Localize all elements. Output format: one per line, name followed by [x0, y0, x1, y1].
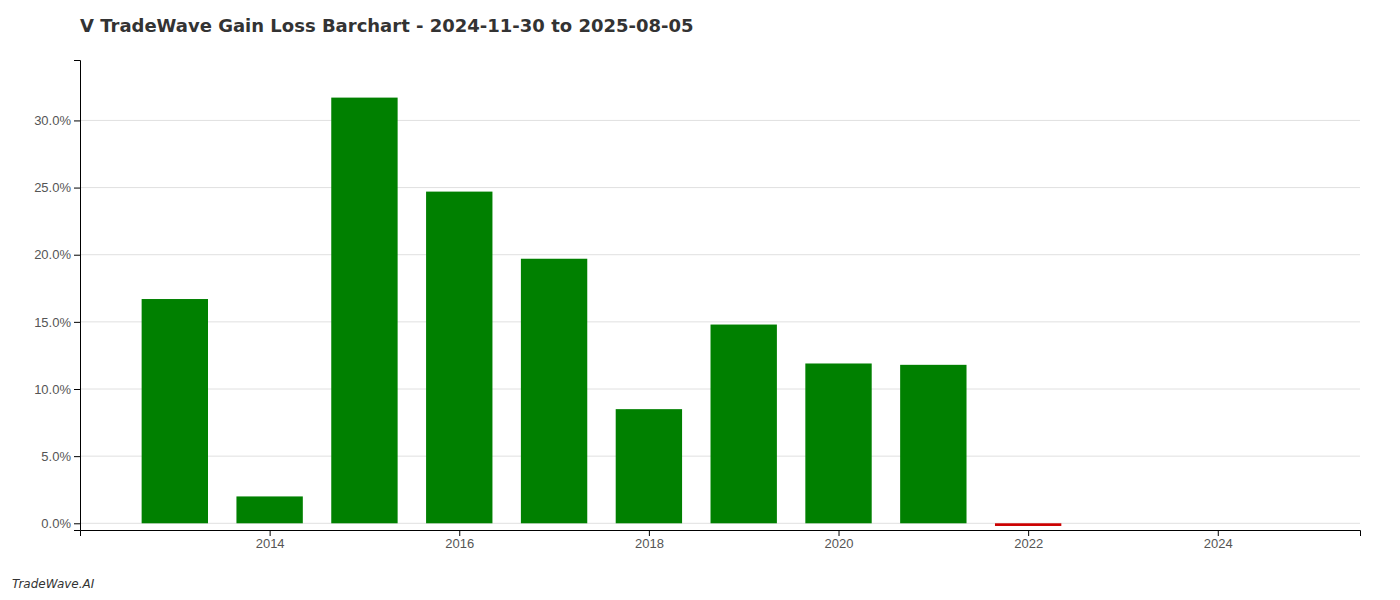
y-tick: 25.0% — [34, 180, 80, 195]
y-tick: 20.0% — [34, 247, 80, 262]
x-tick: 2014 — [256, 530, 285, 551]
bar — [900, 365, 966, 523]
bar — [805, 363, 871, 523]
bar — [995, 523, 1061, 526]
x-tick-label: 2024 — [1204, 536, 1233, 551]
bar — [616, 409, 682, 523]
x-tick-mark — [839, 530, 840, 536]
bar — [331, 98, 397, 524]
y-tick-mark — [74, 188, 80, 189]
bar — [426, 192, 492, 524]
x-tick: 2016 — [445, 530, 474, 551]
y-axis: 0.0% 5.0% 10.0% 15.0% 20.0% 25.0% 30.0% — [34, 61, 80, 531]
chart: V TradeWave Gain Loss Barchart - 2024-11… — [0, 0, 1400, 600]
y-tick: 5.0% — [41, 449, 80, 464]
x-tick-label: 2016 — [445, 536, 474, 551]
bar — [142, 299, 208, 523]
x-tick: 2018 — [635, 530, 664, 551]
y-axis-line — [74, 61, 81, 531]
plot: 2014 2016 2018 2020 2022 2024 0.0% 5.0% 10.0% 15.… — [34, 61, 1360, 552]
y-tick: 10.0% — [34, 382, 80, 397]
y-tick-mark — [74, 523, 80, 524]
annotation: TradeWave.AI — [12, 577, 95, 591]
bar — [521, 259, 587, 524]
bars — [142, 98, 1062, 526]
x-tick-mark — [270, 530, 271, 536]
x-tick-mark — [649, 530, 650, 536]
grid-line — [80, 321, 1360, 322]
x-axis: 2014 2016 2018 2020 2022 2024 — [81, 530, 1361, 551]
y-tick-label: 20.0% — [34, 247, 71, 262]
grid — [80, 120, 1360, 523]
x-tick-mark — [1218, 530, 1219, 536]
x-tick-label: 2022 — [1014, 536, 1043, 551]
grid-line — [80, 187, 1360, 188]
x-tick-mark — [1028, 530, 1029, 536]
x-tick: 2022 — [1014, 530, 1043, 551]
y-tick-label: 0.0% — [41, 516, 71, 531]
y-tick-mark — [74, 255, 80, 256]
y-tick: 0.0% — [41, 516, 80, 531]
x-tick: 2024 — [1204, 530, 1233, 551]
grid-line — [80, 254, 1360, 255]
grid-line — [80, 120, 1360, 121]
x-tick: 2020 — [825, 530, 854, 551]
y-tick-label: 5.0% — [41, 449, 71, 464]
y-tick-mark — [74, 322, 80, 323]
y-tick-label: 30.0% — [34, 113, 71, 128]
y-tick: 15.0% — [34, 315, 80, 330]
bar — [236, 496, 302, 523]
x-tick-label: 2014 — [256, 536, 285, 551]
y-tick-label: 10.0% — [34, 382, 71, 397]
x-tick-label: 2018 — [635, 536, 664, 551]
y-tick-label: 25.0% — [34, 180, 71, 195]
bar — [1090, 523, 1156, 524]
title: V TradeWave Gain Loss Barchart - 2024-11… — [80, 15, 694, 36]
y-tick-mark — [74, 120, 80, 121]
bar — [711, 325, 777, 524]
x-tick-mark — [459, 530, 460, 536]
y-tick: 30.0% — [34, 113, 80, 128]
x-tick-label: 2020 — [825, 536, 854, 551]
y-tick-label: 15.0% — [34, 315, 71, 330]
y-tick-mark — [74, 456, 80, 457]
y-tick-mark — [74, 389, 80, 390]
x-axis-line — [81, 531, 1361, 537]
